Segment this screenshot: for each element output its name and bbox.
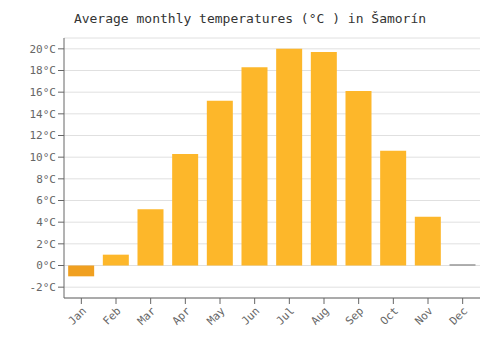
svg-text:Feb: Feb bbox=[100, 304, 123, 327]
svg-text:20°C: 20°C bbox=[30, 43, 57, 56]
svg-text:May: May bbox=[204, 304, 228, 328]
svg-text:8°C: 8°C bbox=[36, 173, 56, 186]
svg-text:0°C: 0°C bbox=[36, 259, 56, 272]
svg-text:Jun: Jun bbox=[239, 304, 262, 327]
svg-text:6°C: 6°C bbox=[36, 194, 56, 207]
svg-text:4°C: 4°C bbox=[36, 216, 56, 229]
svg-text:18°C: 18°C bbox=[30, 64, 57, 77]
svg-text:Aug: Aug bbox=[308, 304, 331, 327]
svg-text:Apr: Apr bbox=[170, 304, 194, 328]
svg-text:10°C: 10°C bbox=[30, 151, 57, 164]
svg-text:Mar: Mar bbox=[135, 304, 159, 328]
svg-text:12°C: 12°C bbox=[30, 129, 57, 142]
svg-text:14°C: 14°C bbox=[30, 108, 57, 121]
svg-text:Dec: Dec bbox=[447, 304, 470, 327]
svg-text:-2°C: -2°C bbox=[30, 281, 57, 294]
svg-text:Nov: Nov bbox=[412, 304, 436, 328]
svg-text:Jan: Jan bbox=[66, 304, 89, 327]
svg-text:16°C: 16°C bbox=[30, 86, 57, 99]
svg-text:2°C: 2°C bbox=[36, 238, 56, 251]
html-text:Average monthly temperatures (: Average monthly temperatures (°C ) in Ša… bbox=[73, 11, 427, 26]
svg-text:Oct: Oct bbox=[378, 304, 401, 327]
svg-text:Jul: Jul bbox=[274, 304, 297, 327]
svg-text:Sep: Sep bbox=[343, 304, 366, 327]
